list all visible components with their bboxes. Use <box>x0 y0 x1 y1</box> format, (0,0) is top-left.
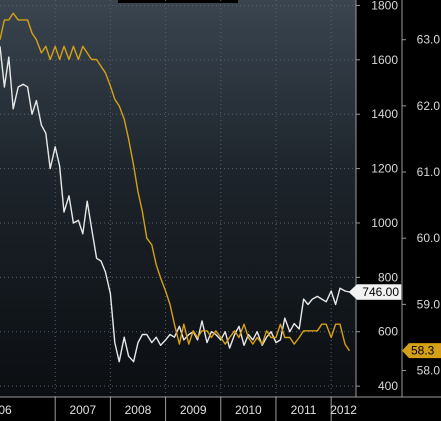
left-tick-label: 1200 <box>371 162 398 176</box>
left-tick-label: 800 <box>378 270 398 284</box>
series-layer <box>0 12 350 363</box>
gridlines <box>0 0 356 397</box>
last-value-tag-0 <box>348 284 402 300</box>
right-tick-label: 62.0 <box>417 99 441 113</box>
last-value-tag-1 <box>402 343 441 359</box>
right-tick-label: 58.0 <box>417 364 441 378</box>
last-value-label-0: 746.00 <box>362 285 399 299</box>
x-tick-label: 2011 <box>291 403 317 417</box>
last-value-label-1: 58.3 <box>411 344 435 358</box>
right-tick-label: 60.0 <box>417 231 441 245</box>
x-tick-label: 2007 <box>69 403 96 417</box>
series-line-0 <box>0 46 350 363</box>
right-tick-label: 61.0 <box>417 165 441 179</box>
x-axis-ticks: 06 2007 2008 2009 2010 2011 2012 <box>0 397 357 421</box>
series-line-1 <box>0 12 350 352</box>
left-tick-label: 1400 <box>371 107 398 121</box>
left-tick-label: 400 <box>378 379 398 393</box>
x-tick-label: 2010 <box>235 403 262 417</box>
right-tick-label: 63.0 <box>417 33 441 47</box>
right-axis-ticks: 58.0 59.0 60.0 61.0 62.0 63.0 <box>402 33 440 378</box>
x-tick-label: 2009 <box>180 403 207 417</box>
left-axis-strip <box>356 0 402 397</box>
left-axis-ticks: 400 600 800 1000 1200 1400 1600 1800 <box>356 0 398 393</box>
left-tick-label: 1000 <box>371 216 398 230</box>
left-tick-label: 1800 <box>371 0 398 12</box>
x-tick-label: 06 <box>0 403 12 417</box>
right-tick-label: 59.0 <box>417 297 441 311</box>
last-value-tags: 746.00 58.3 <box>348 284 441 359</box>
left-tick-label: 1600 <box>371 53 398 67</box>
left-tick-label: 600 <box>378 325 398 339</box>
right-axis-strip <box>402 0 441 397</box>
top-bar <box>118 0 238 3</box>
x-tick-label: 2012 <box>330 403 357 417</box>
x-tick-label: 2008 <box>125 403 152 417</box>
